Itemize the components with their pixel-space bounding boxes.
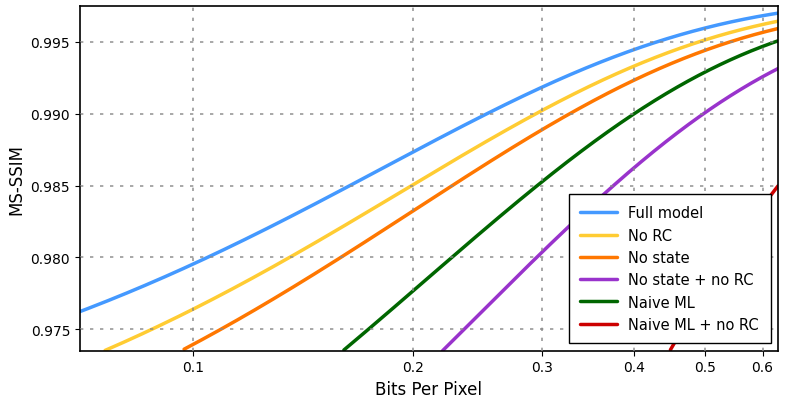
No state + no RC [773,67,783,72]
Line: Naive ML + no RC: Naive ML + no RC [670,186,778,350]
No state [769,28,778,33]
No RC [558,98,568,102]
Full model [428,140,437,145]
Naive ML + no RC [729,245,739,249]
No state [773,27,783,32]
No RC [362,211,371,215]
Naive ML [773,39,783,44]
Naive ML + no RC [742,226,751,231]
Naive ML [593,138,602,143]
Naive ML [730,56,739,61]
Line: No state: No state [184,30,778,350]
Full model [694,28,703,33]
No RC [773,20,783,25]
Full model [66,313,75,318]
No RC [751,25,761,30]
No state + no RC [498,288,508,293]
No state [399,215,408,220]
Full model [773,12,783,17]
Y-axis label: MS-SSIM: MS-SSIM [7,143,25,214]
Naive ML [497,213,506,218]
Legend: Full model, No RC, No state, No state + no RC, Naive ML, Naive ML + no RC: Full model, No RC, No state, No state + … [568,194,771,343]
Naive ML + no RC [772,187,781,192]
Naive ML + no RC [773,184,783,189]
No RC [446,161,455,166]
Line: No RC: No RC [105,22,778,351]
Naive ML [698,72,707,77]
Naive ML [339,348,349,353]
No RC [100,348,110,353]
No RC [688,42,698,47]
No state + no RC [765,72,774,77]
Naive ML [545,174,554,179]
Naive ML + no RC [666,347,675,352]
No state + no RC [667,135,677,140]
X-axis label: Bits Per Pixel: Bits Per Pixel [375,380,483,398]
No state [703,48,713,53]
Naive ML [728,57,738,62]
No state + no RC [438,348,447,353]
Full model [352,180,362,185]
Line: No state + no RC: No state + no RC [443,69,778,351]
No state [180,347,189,352]
No state + no RC [524,262,534,267]
No state + no RC [770,68,780,73]
Full model [662,37,671,42]
Full model [628,48,637,53]
Line: Full model: Full model [71,14,778,315]
Line: Naive ML: Naive ML [344,42,778,350]
No state [624,81,633,86]
Naive ML + no RC [748,218,758,223]
No state [557,117,566,121]
Naive ML + no RC [737,233,747,238]
No state [623,82,632,87]
Naive ML + no RC [670,339,680,344]
No state + no RC [710,104,720,109]
Full model [560,75,570,80]
No RC [360,212,370,217]
